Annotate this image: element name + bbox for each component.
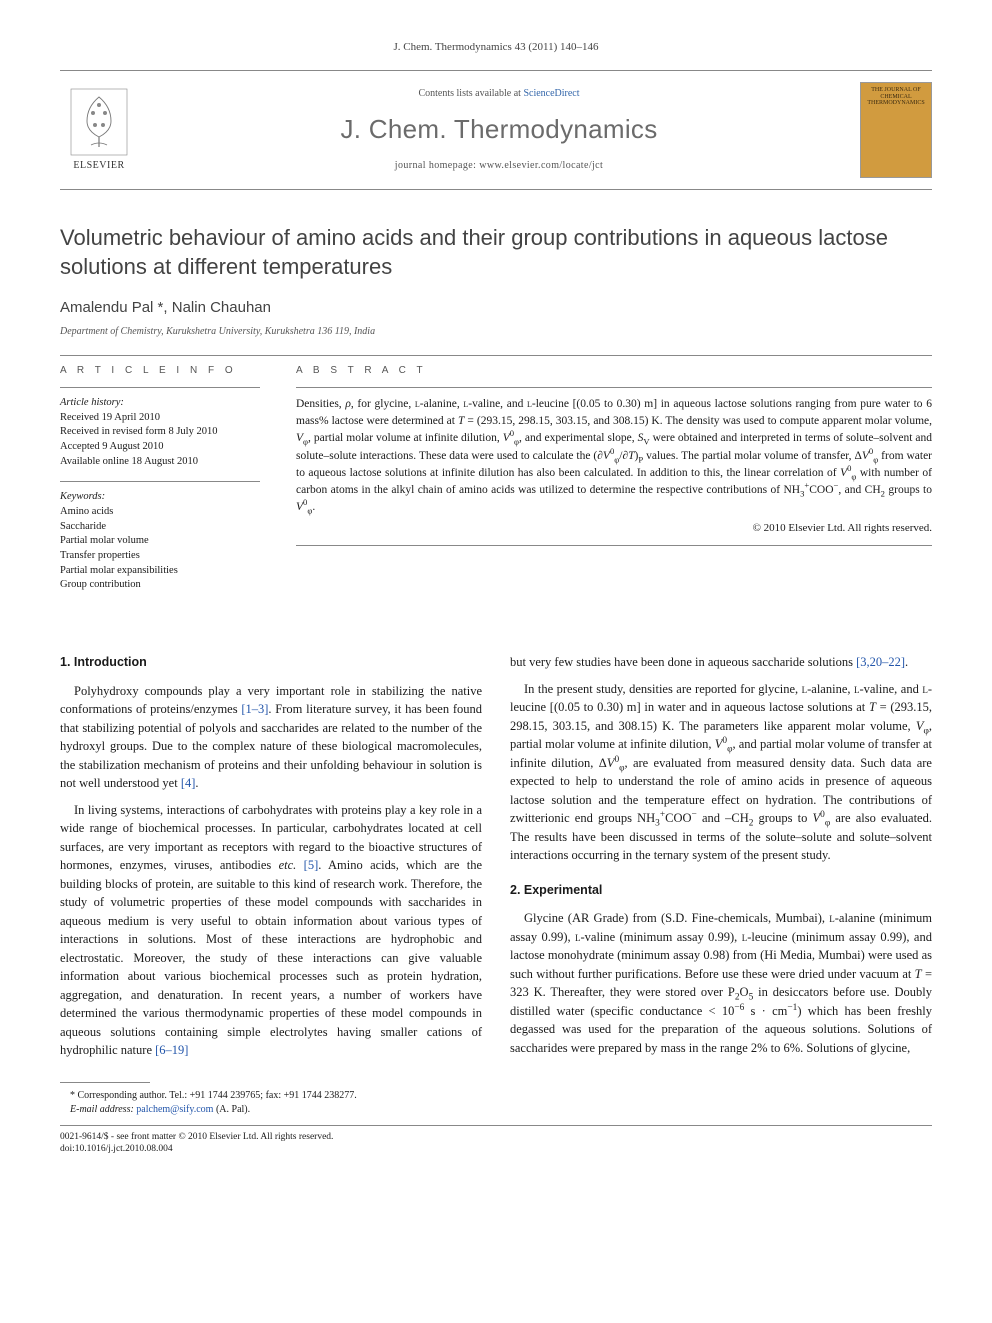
- experimental-p1: Glycine (AR Grade) from (S.D. Fine-chemi…: [510, 909, 932, 1057]
- body-col-right: but very few studies have been done in a…: [510, 653, 932, 1117]
- issn-line: 0021-9614/$ - see front matter © 2010 El…: [60, 1131, 932, 1144]
- elsevier-logo: ELSEVIER: [60, 84, 138, 176]
- divider-top: [60, 355, 932, 356]
- homepage-line: journal homepage: www.elsevier.com/locat…: [138, 159, 860, 174]
- sciencedirect-link[interactable]: ScienceDirect: [523, 88, 579, 99]
- keyword: Partial molar volume: [60, 534, 260, 549]
- article-history: Article history: Received 19 April 2010 …: [60, 396, 260, 469]
- homepage-prefix: journal homepage:: [395, 160, 479, 171]
- intro-p1: Polyhydroxy compounds play a very import…: [60, 682, 482, 793]
- author-list: Amalendu Pal *, Nalin Chauhan: [60, 297, 932, 319]
- keywords-block: Keywords: Amino acids Saccharide Partial…: [60, 490, 260, 593]
- history-line: Available online 18 August 2010: [60, 455, 260, 470]
- intro-p3: but very few studies have been done in a…: [510, 653, 932, 672]
- abstract-text: Densities, ρ, for glycine, l-alanine, l-…: [296, 396, 932, 517]
- article-title: Volumetric behaviour of amino acids and …: [60, 224, 932, 281]
- email-address[interactable]: palchem@sify.com: [136, 1104, 213, 1115]
- journal-cover-thumbnail: THE JOURNAL OF CHEMICAL THERMODYNAMICS: [860, 82, 932, 178]
- experimental-heading: 2. Experimental: [510, 881, 932, 900]
- keyword: Saccharide: [60, 520, 260, 535]
- footer-bar: 0021-9614/$ - see front matter © 2010 El…: [60, 1125, 932, 1157]
- keyword: Group contribution: [60, 578, 260, 593]
- intro-p4: In the present study, densities are repo…: [510, 680, 932, 865]
- keyword: Transfer properties: [60, 549, 260, 564]
- abstract-copyright: © 2010 Elsevier Ltd. All rights reserved…: [296, 521, 932, 537]
- article-info-label: A R T I C L E I N F O: [60, 364, 260, 379]
- email-label: E-mail address:: [70, 1104, 134, 1115]
- elsevier-tree-icon: [69, 87, 129, 157]
- contents-prefix: Contents lists available at: [418, 88, 523, 99]
- history-line: Received 19 April 2010: [60, 411, 260, 426]
- history-line: Accepted 9 August 2010: [60, 440, 260, 455]
- elsevier-name: ELSEVIER: [73, 159, 124, 174]
- cover-title: THE JOURNAL OF CHEMICAL THERMODYNAMICS: [865, 87, 927, 107]
- email-footnote: E-mail address: palchem@sify.com (A. Pal…: [60, 1103, 482, 1117]
- corresponding-footnote: * Corresponding author. Tel.: +91 1744 2…: [60, 1089, 482, 1103]
- top-citation: J. Chem. Thermodynamics 43 (2011) 140–14…: [60, 40, 932, 56]
- intro-p2: In living systems, interactions of carbo…: [60, 801, 482, 1060]
- journal-header: ELSEVIER Contents lists available at Sci…: [60, 70, 932, 190]
- affiliation: Department of Chemistry, Kurukshetra Uni…: [60, 325, 932, 340]
- intro-heading: 1. Introduction: [60, 653, 482, 672]
- footnote-separator: [60, 1082, 150, 1083]
- keyword: Amino acids: [60, 505, 260, 520]
- abstract-label: A B S T R A C T: [296, 364, 932, 379]
- history-heading: Article history:: [60, 396, 260, 411]
- body-col-left: 1. Introduction Polyhydroxy compounds pl…: [60, 653, 482, 1117]
- doi-line: doi:10.1016/j.jct.2010.08.004: [60, 1143, 932, 1156]
- email-author: (A. Pal).: [216, 1104, 250, 1115]
- homepage-url[interactable]: www.elsevier.com/locate/jct: [479, 160, 603, 171]
- contents-list-line: Contents lists available at ScienceDirec…: [138, 87, 860, 102]
- history-line: Received in revised form 8 July 2010: [60, 425, 260, 440]
- journal-name: J. Chem. Thermodynamics: [138, 111, 860, 149]
- keywords-heading: Keywords:: [60, 490, 260, 505]
- keyword: Partial molar expansibilities: [60, 564, 260, 579]
